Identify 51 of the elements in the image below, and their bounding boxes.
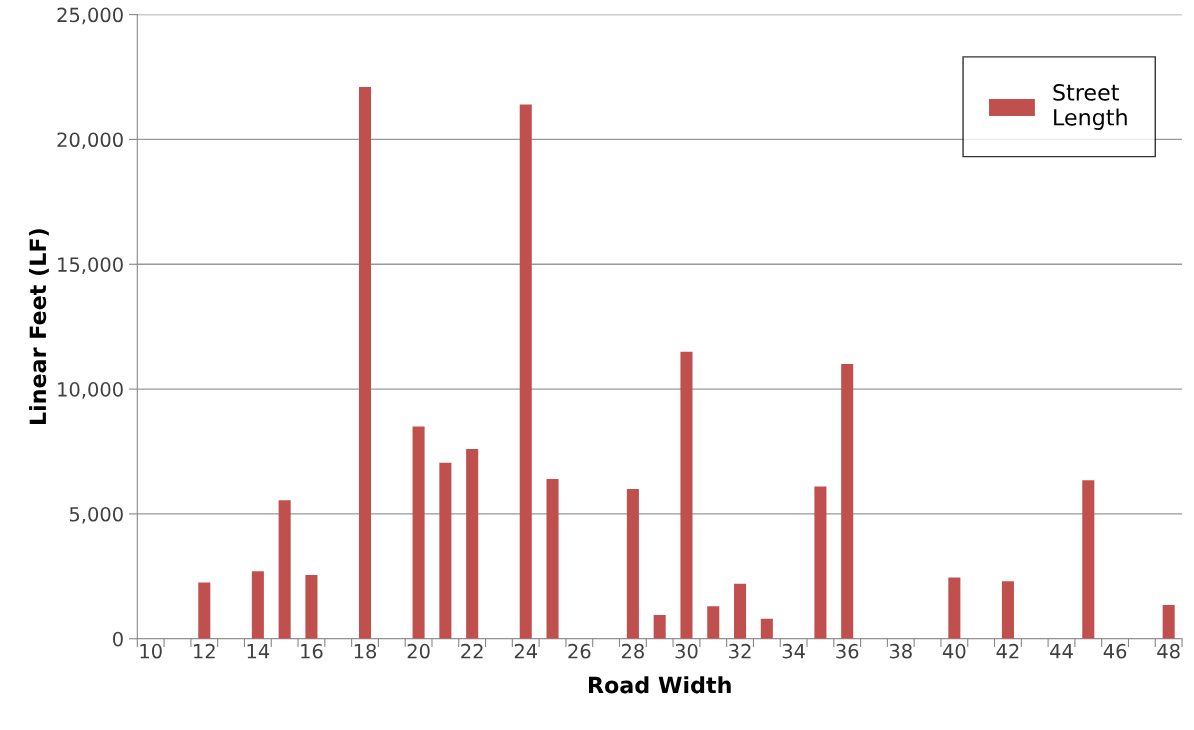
bar <box>198 582 211 639</box>
bar <box>948 577 961 639</box>
bar <box>251 571 264 639</box>
bar <box>412 426 425 639</box>
y-tick-label: 25,000 <box>57 7 123 25</box>
x-tick-label: 24 <box>514 643 538 659</box>
x-tick-label: 12 <box>194 643 215 659</box>
bar <box>546 478 559 639</box>
x-tick-label: 38 <box>889 643 912 659</box>
x-tick-label: 18 <box>354 643 377 659</box>
x-tick-label: 22 <box>461 643 483 659</box>
y-tick-label: 10,000 <box>58 382 123 399</box>
bar <box>1082 480 1095 639</box>
x-axis-title: Road Width <box>588 676 731 694</box>
bar <box>1001 581 1014 639</box>
x-tick-label: 40 <box>942 643 966 659</box>
x-tick-label: 14 <box>247 644 270 659</box>
bar <box>653 615 666 639</box>
bar <box>1162 605 1175 639</box>
y-tick-label: 20,000 <box>57 132 123 150</box>
x-tick-label: 26 <box>568 643 591 659</box>
x-tick-label: 34 <box>782 643 805 659</box>
bar <box>305 575 318 639</box>
x-tick-label: 46 <box>1103 643 1127 659</box>
bar <box>439 462 452 639</box>
bar <box>707 606 720 639</box>
x-tick-label: 42 <box>996 643 1019 659</box>
bar <box>626 488 639 639</box>
bar <box>466 449 479 639</box>
y-tick-label: 15,000 <box>58 257 123 274</box>
bar <box>680 351 693 639</box>
bar <box>278 500 291 639</box>
bar <box>760 618 773 639</box>
x-tick-label: 32 <box>729 643 751 659</box>
legend-label: Street Length <box>1053 83 1127 130</box>
x-tick-label: 10 <box>140 643 162 659</box>
y-axis-title: Linear Feet (LF) <box>29 229 49 425</box>
x-tick-label: 48 <box>1157 643 1180 659</box>
bar <box>814 486 827 639</box>
x-tick-label: 20 <box>407 643 430 659</box>
bar <box>519 104 532 639</box>
y-tick-label: 5,000 <box>69 506 123 524</box>
bar <box>358 87 372 639</box>
bar <box>841 364 854 639</box>
x-tick-label: 44 <box>1050 644 1073 659</box>
x-tick-label: 28 <box>621 643 644 659</box>
bar <box>734 583 747 639</box>
x-tick-label: 36 <box>836 643 859 659</box>
x-tick-label: 30 <box>675 643 698 659</box>
y-tick-label: 0 <box>113 631 123 647</box>
x-tick-label: 16 <box>301 643 323 659</box>
